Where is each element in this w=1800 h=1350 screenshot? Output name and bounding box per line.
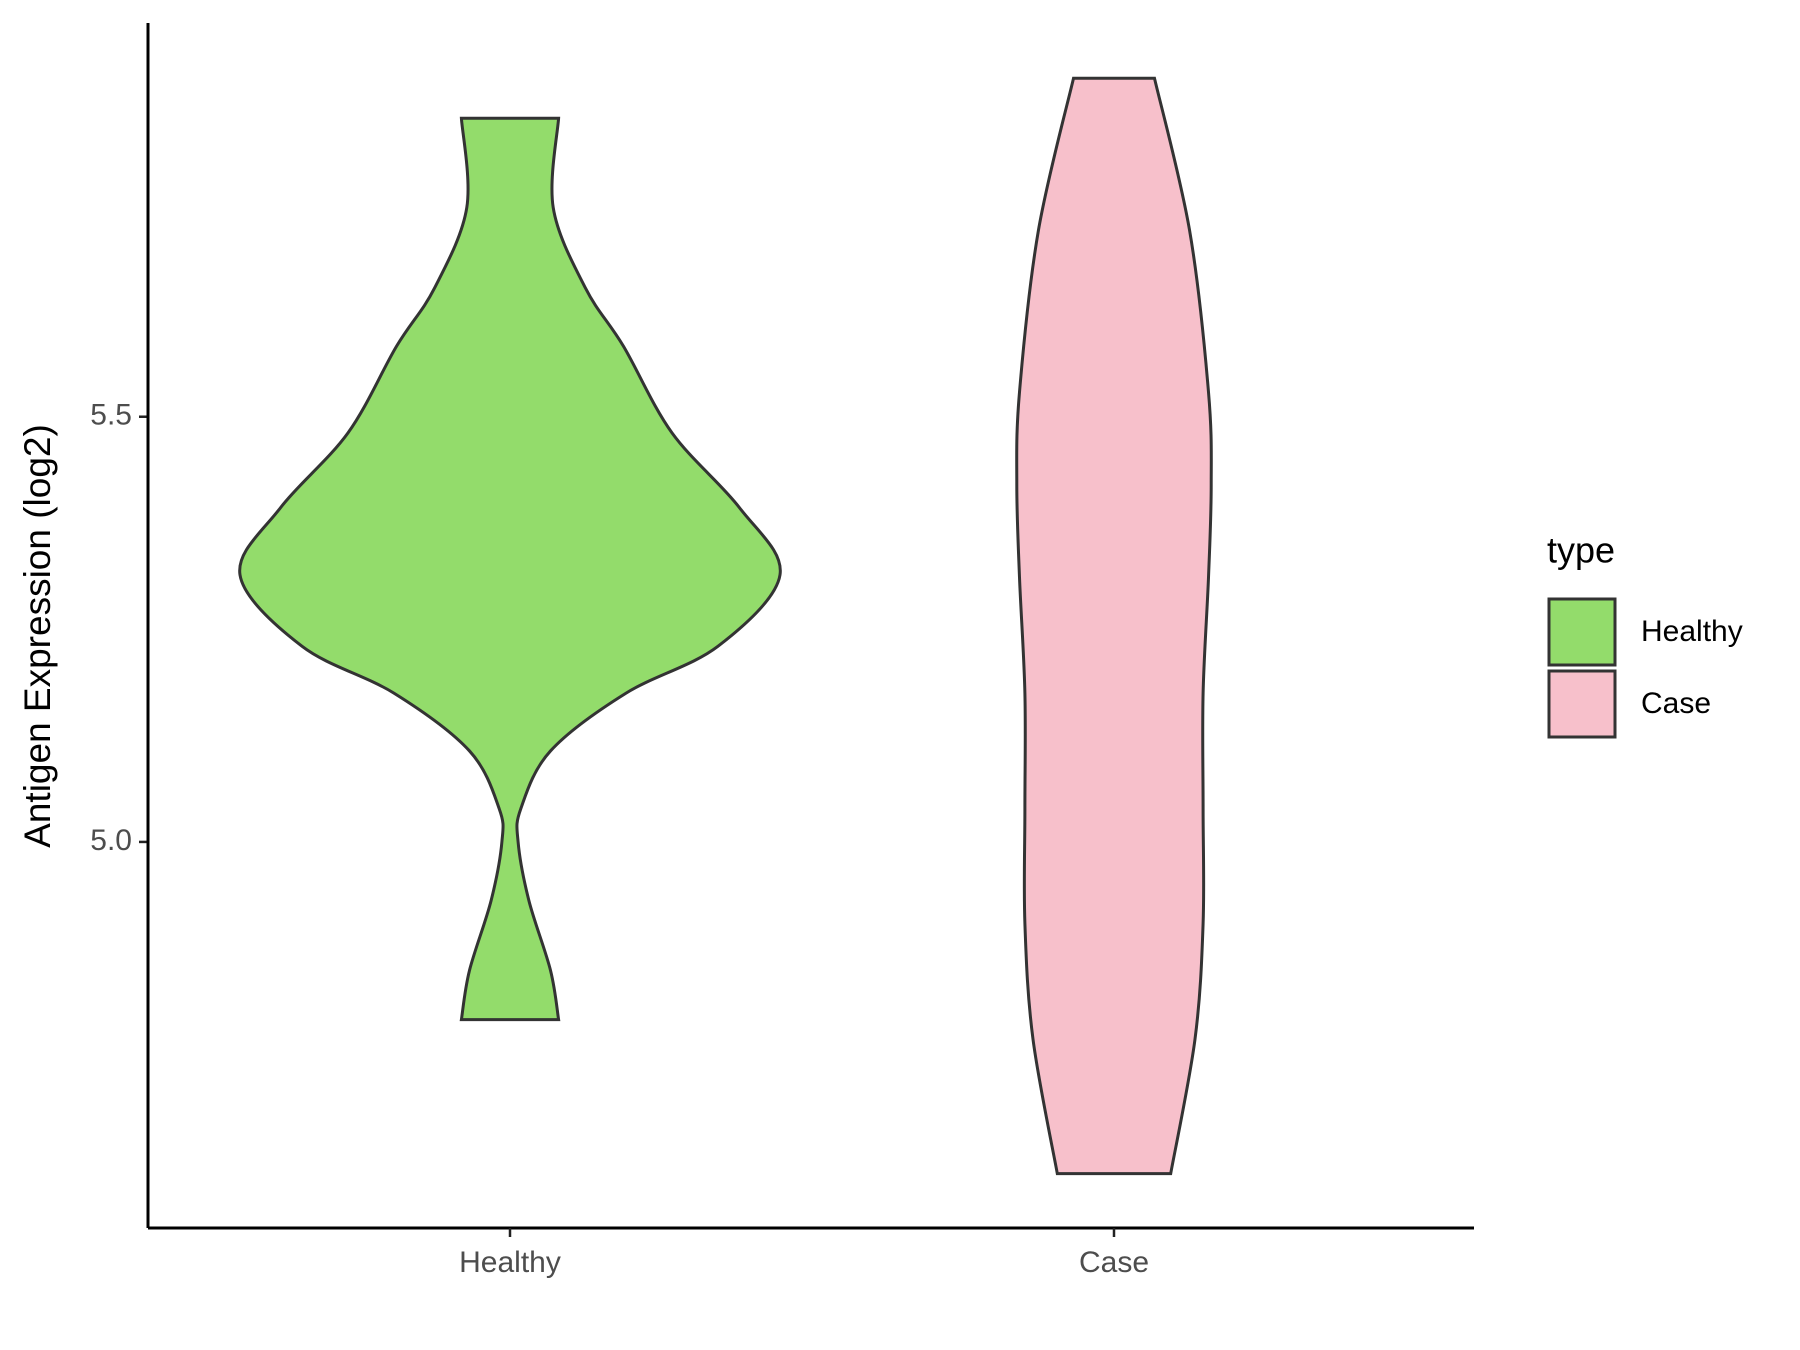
x-tick-label: Case: [1079, 1246, 1149, 1279]
violin: [238, 116, 782, 1022]
y-tick-label: 5.0: [90, 824, 132, 857]
y-axis-title: Antigen Expression (log2): [17, 424, 58, 848]
legend-label: Case: [1641, 687, 1711, 720]
x-tick-label: Healthy: [459, 1246, 561, 1279]
violin: [1015, 76, 1213, 1176]
legend-title: type: [1547, 530, 1615, 571]
legend-key: [1547, 597, 1617, 667]
legend-label: Healthy: [1641, 615, 1743, 648]
y-tick-label: 5.5: [90, 399, 132, 432]
legend-key: [1547, 669, 1617, 739]
